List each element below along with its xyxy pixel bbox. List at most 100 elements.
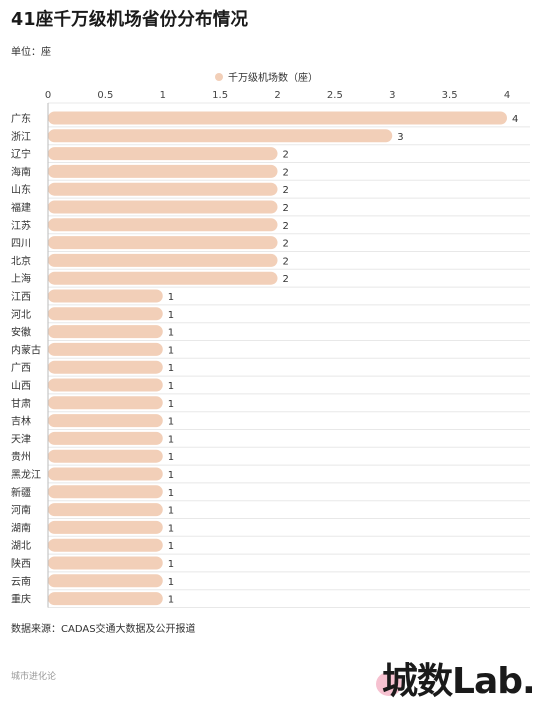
data-label: 4 xyxy=(512,114,518,125)
x-tick-label: 4 xyxy=(504,90,510,101)
category-label: 安徽 xyxy=(11,326,31,339)
bar xyxy=(48,592,163,606)
x-tick-label: 0.5 xyxy=(97,90,113,101)
category-label: 山东 xyxy=(11,183,31,196)
brand-blob xyxy=(376,672,402,696)
data-label: 2 xyxy=(283,221,289,232)
legend-label: 千万级机场数（座） xyxy=(228,73,318,84)
bar xyxy=(48,218,278,232)
data-label: 3 xyxy=(397,132,403,143)
category-label: 江西 xyxy=(11,291,31,303)
category-label: 海南 xyxy=(11,165,31,178)
legend-swatch xyxy=(215,72,223,81)
legend: 千万级机场数（座） xyxy=(215,69,318,84)
bar xyxy=(48,431,163,445)
data-label: 1 xyxy=(168,292,174,303)
category-label: 山西 xyxy=(11,380,31,392)
bar xyxy=(48,236,278,250)
x-tick-label: 3 xyxy=(389,90,395,101)
data-source: 数据来源：CADAS交通大数据及公开报道 xyxy=(11,624,196,635)
bar xyxy=(48,111,507,125)
category-label: 天津 xyxy=(11,433,31,445)
data-label: 1 xyxy=(168,577,174,588)
data-label: 1 xyxy=(168,328,174,339)
data-label: 2 xyxy=(283,274,289,285)
x-tick-label: 2.5 xyxy=(327,90,343,101)
bar xyxy=(48,200,278,214)
category-label: 新疆 xyxy=(11,486,31,499)
data-label: 1 xyxy=(168,399,174,410)
bar xyxy=(48,360,163,374)
data-label: 2 xyxy=(283,185,289,196)
bar xyxy=(48,307,163,321)
category-label: 陕西 xyxy=(11,557,31,570)
bar-chart: 0 0.5 1 1.5 2 2.5 3 3.5 4 广东 4 浙江 3 辽宁 2 海南 2 山东 2 福建 2 江苏 2 四川… xyxy=(11,90,530,608)
data-label: 2 xyxy=(283,167,289,178)
bar xyxy=(48,253,278,267)
category-label: 福建 xyxy=(11,201,31,214)
bar xyxy=(48,147,278,161)
data-label: 1 xyxy=(168,506,174,517)
data-label: 2 xyxy=(283,150,289,161)
bar xyxy=(48,485,163,499)
category-label: 河北 xyxy=(11,309,31,321)
category-label: 北京 xyxy=(11,254,31,267)
brand-logo: 城数Lab. xyxy=(372,650,542,702)
bar xyxy=(48,503,163,517)
category-label: 吉林 xyxy=(11,415,31,428)
category-label: 江苏 xyxy=(11,219,31,232)
chart-title: 41座千万级机场省份分布情况 xyxy=(11,10,249,30)
category-label: 黑龙江 xyxy=(11,468,41,481)
x-tick-label: 0 xyxy=(45,90,51,101)
data-label: 1 xyxy=(168,470,174,481)
category-label: 内蒙古 xyxy=(11,343,41,356)
category-label: 辽宁 xyxy=(11,148,31,161)
data-label: 1 xyxy=(168,363,174,374)
bar xyxy=(48,574,163,588)
bar xyxy=(48,342,163,356)
category-label: 河南 xyxy=(11,504,31,517)
category-label: 四川 xyxy=(11,239,31,250)
bar xyxy=(48,396,163,410)
x-tick-label: 1.5 xyxy=(212,90,228,101)
brand-text: 城数Lab. xyxy=(382,661,536,702)
bar xyxy=(48,182,278,196)
bar xyxy=(48,129,393,143)
bar xyxy=(48,449,163,463)
bar xyxy=(48,378,163,392)
category-label: 广西 xyxy=(11,362,31,374)
x-tick-label: 2 xyxy=(274,90,280,101)
data-label: 1 xyxy=(168,541,174,552)
category-label: 云南 xyxy=(11,575,31,588)
category-label: 广东 xyxy=(11,112,31,125)
data-label: 1 xyxy=(168,488,174,499)
unit-label: 单位：座 xyxy=(11,47,51,58)
data-label: 2 xyxy=(283,239,289,250)
bar xyxy=(48,414,163,428)
footer-credit: 城市进化论 xyxy=(11,672,57,682)
bar xyxy=(48,164,278,178)
category-label: 浙江 xyxy=(11,131,31,143)
category-label: 甘肃 xyxy=(11,397,31,410)
data-label: 1 xyxy=(168,434,174,445)
bar xyxy=(48,289,163,303)
x-tick-label: 3.5 xyxy=(442,90,458,101)
data-label: 1 xyxy=(168,310,174,321)
bar xyxy=(48,520,163,534)
category-label: 湖北 xyxy=(11,540,31,552)
data-label: 1 xyxy=(168,523,174,534)
bar xyxy=(48,467,163,481)
category-label: 上海 xyxy=(11,272,31,285)
x-tick-label: 1 xyxy=(160,90,166,101)
category-label: 重庆 xyxy=(11,593,31,606)
data-label: 1 xyxy=(168,345,174,356)
data-label: 2 xyxy=(283,256,289,267)
bar xyxy=(48,271,278,285)
data-label: 1 xyxy=(168,381,174,392)
data-label: 1 xyxy=(168,452,174,463)
category-label: 湖南 xyxy=(11,521,31,534)
data-label: 1 xyxy=(168,595,174,606)
data-label: 1 xyxy=(168,417,174,428)
bar xyxy=(48,556,163,570)
category-label: 贵州 xyxy=(11,450,31,463)
